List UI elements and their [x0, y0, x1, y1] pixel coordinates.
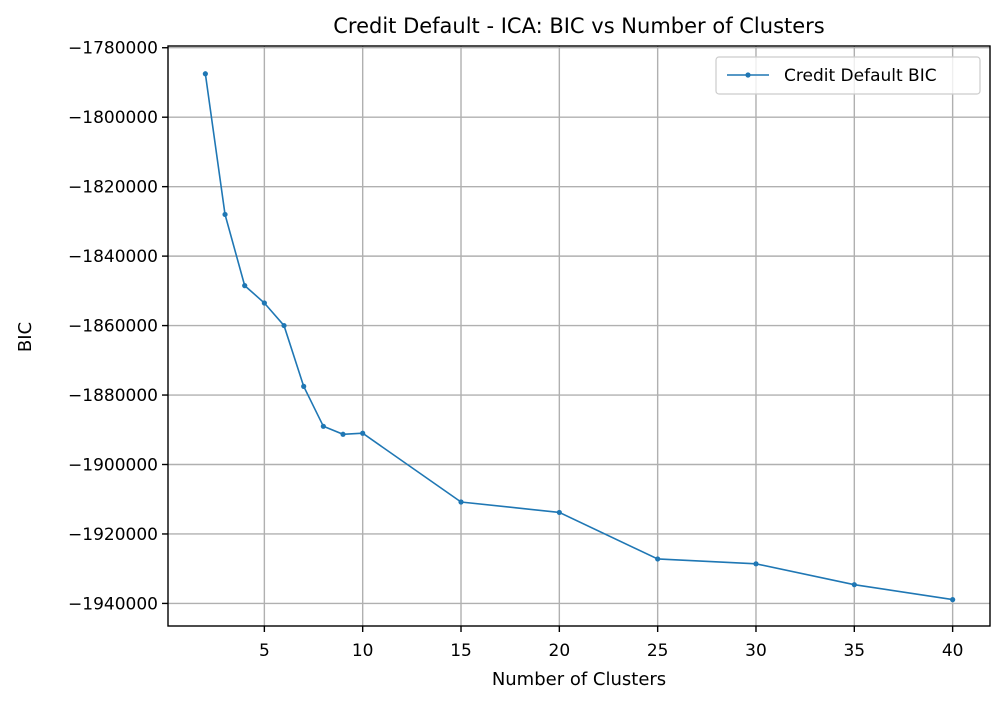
data-point: [950, 597, 956, 603]
legend-box: [715, 56, 981, 95]
x-axis-label: Number of Clusters: [492, 669, 666, 690]
y-tick-label: −1920000: [68, 525, 158, 545]
data-point: [261, 300, 267, 306]
data-point: [360, 430, 366, 436]
y-axis-label: BIC: [15, 322, 36, 352]
data-point: [753, 561, 759, 567]
y-tick-label: −1900000: [68, 456, 158, 476]
y-tick-label: −1940000: [68, 594, 158, 614]
legend-label: Credit Default BIC: [784, 66, 937, 86]
y-tick-label: −1800000: [68, 108, 158, 128]
data-point: [655, 556, 661, 562]
x-tick-label: 5: [259, 641, 270, 661]
data-point: [320, 423, 326, 429]
y-tick-label: −1820000: [68, 178, 158, 198]
data-point: [281, 322, 287, 329]
x-axis-ticks: 5 10 15 20 25 30 35 40: [259, 626, 964, 661]
data-series: [202, 71, 956, 603]
legend-marker-sample: [745, 72, 751, 78]
x-tick-label: 40: [942, 641, 964, 661]
chart-title: Credit Default - ICA: BIC vs Number of C…: [333, 14, 825, 38]
x-tick-label: 35: [843, 641, 865, 661]
y-tick-label: −1880000: [68, 386, 158, 406]
grid-lines: [168, 46, 990, 626]
data-point: [851, 582, 857, 588]
y-tick-label: −1860000: [68, 317, 158, 337]
data-point: [556, 509, 562, 516]
y-axis-ticks: −1780000 −1800000 −1820000 −1840000 −1860000…: [68, 39, 168, 614]
plot-frame: [167, 45, 991, 627]
data-point: [202, 71, 208, 77]
data-point: [458, 499, 464, 505]
y-tick-label: −1780000: [68, 39, 158, 59]
legend: Credit Default BIC: [715, 56, 981, 95]
x-tick-label: 10: [352, 641, 374, 661]
x-tick-label: 25: [647, 641, 669, 661]
x-tick-label: 20: [549, 641, 571, 661]
data-point: [340, 431, 346, 437]
x-tick-label: 30: [745, 641, 767, 661]
x-tick-label: 15: [450, 641, 472, 661]
data-point: [242, 283, 248, 289]
y-tick-label: −1840000: [68, 247, 158, 267]
data-point: [222, 211, 228, 218]
data-point: [301, 383, 307, 389]
